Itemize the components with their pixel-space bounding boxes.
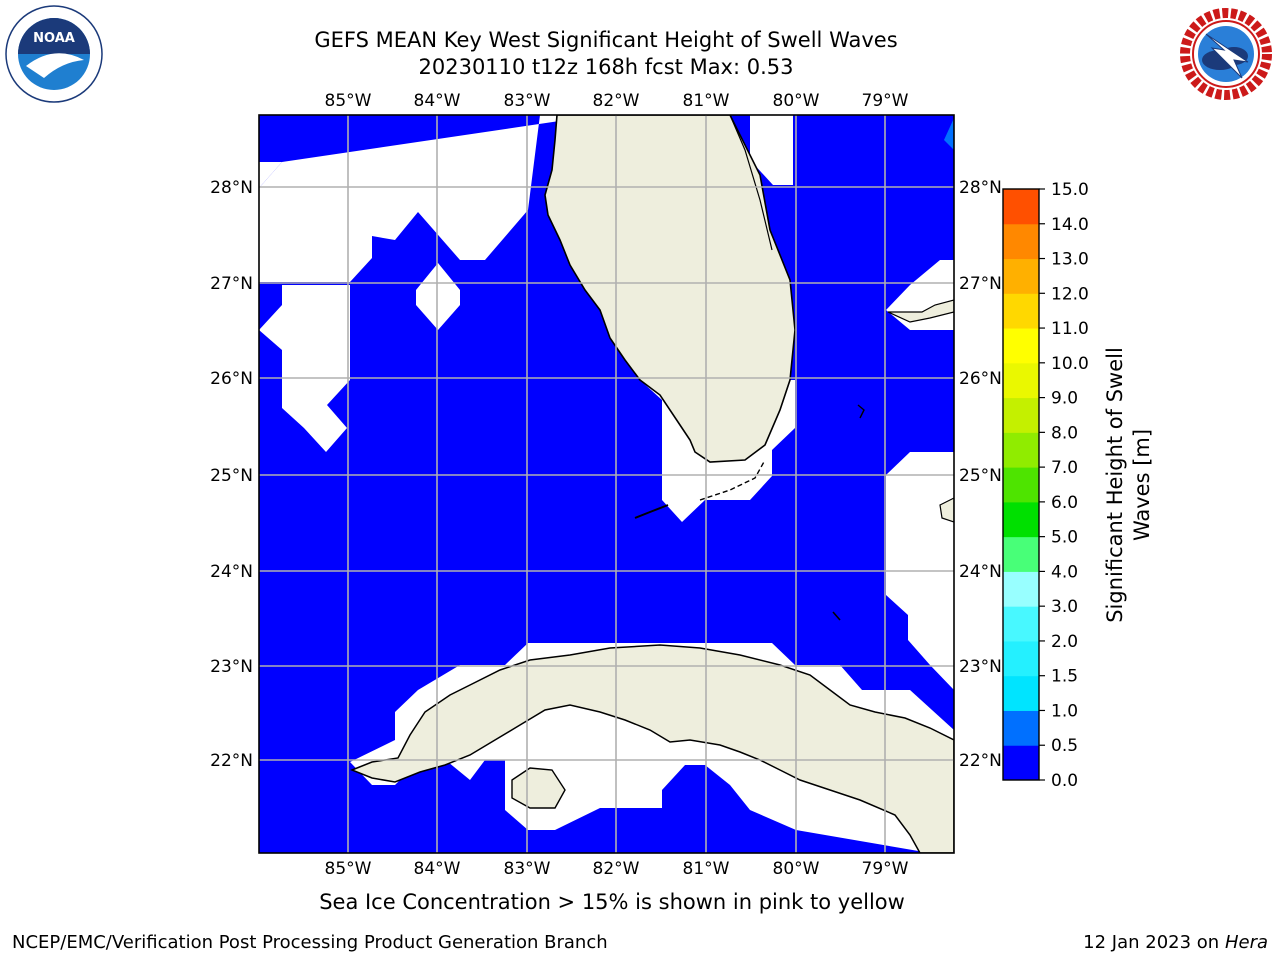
credit-host: Hera — [1224, 932, 1268, 953]
colorbar-swatch — [1003, 223, 1039, 260]
cuba-landmass — [349, 644, 954, 853]
colorbar-ticks: 0.0 0.5 1.0 1.5 2.0 3.0 4.0 5.0 6.0 7.0 8.0 9.0 10.0… — [1039, 180, 1089, 791]
lat-label: 23°N — [959, 657, 1002, 677]
lat-label: 25°N — [959, 466, 1002, 486]
colorbar-swatch — [1003, 432, 1039, 468]
colorbar-tick-label: 12.0 — [1051, 284, 1089, 304]
colorbar-tick-label: 13.0 — [1051, 250, 1089, 270]
colorbar-tick-label: 15.0 — [1051, 180, 1089, 200]
noaa-logo-text: NOAA — [33, 31, 75, 46]
lon-labels-bottom: 85°W 84°W 83°W 82°W 81°W 80°W 79°W — [325, 859, 909, 879]
lon-label: 83°W — [504, 859, 551, 879]
colorbar-swatch — [1003, 258, 1039, 294]
lat-label: 24°N — [959, 562, 1002, 582]
colorbar-tick-label: 9.0 — [1051, 389, 1078, 409]
colorbar-swatch — [1003, 293, 1039, 329]
colorbar-tick-label: 11.0 — [1051, 319, 1089, 339]
lon-label: 82°W — [593, 859, 640, 879]
colorbar-swatch — [1003, 328, 1039, 364]
chart-title: GEFS MEAN Key West Significant Height of… — [314, 28, 898, 52]
colorbar-tick-label: 8.0 — [1051, 423, 1078, 443]
lon-label: 81°W — [683, 91, 730, 111]
colorbar-frame — [1002, 188, 1040, 781]
lat-label: 28°N — [959, 178, 1002, 198]
lat-labels-left: 28°N 27°N 26°N 25°N 24°N 23°N 22°N — [210, 178, 253, 771]
lat-label: 25°N — [210, 466, 253, 486]
colorbar-tick-label: 1.5 — [1051, 667, 1078, 687]
colorbar-swatch — [1003, 675, 1039, 711]
lat-label: 22°N — [210, 751, 253, 771]
colorbar-swatch — [1003, 710, 1039, 746]
colorbar-tick-label: 0.5 — [1051, 736, 1078, 756]
isla-de-la-juventud — [511, 767, 566, 809]
colorbar-tick-label: 0.0 — [1051, 771, 1078, 791]
lon-label: 85°W — [325, 859, 372, 879]
lon-label: 85°W — [325, 91, 372, 111]
colorbar-swatch — [1003, 189, 1039, 225]
colorbar-tick-label: 1.0 — [1051, 701, 1078, 721]
lat-labels-right: 28°N 27°N 26°N 25°N 24°N 23°N 22°N — [959, 178, 1002, 771]
florida-landmass — [544, 115, 796, 463]
colorbar-tick-label: 7.0 — [1051, 458, 1078, 478]
lon-label: 80°W — [773, 859, 820, 879]
lat-label: 28°N — [210, 178, 253, 198]
colorbar-swatch — [1003, 606, 1039, 642]
colorbar-tick-label: 14.0 — [1051, 215, 1089, 235]
colorbar-tick-label: 4.0 — [1051, 562, 1078, 582]
nws-logo — [1178, 6, 1274, 102]
colorbar-swatch — [1003, 536, 1039, 572]
colorbar-tick-label: 3.0 — [1051, 597, 1078, 617]
colorbar-swatch — [1003, 501, 1039, 538]
colorbar-swatch — [1003, 640, 1039, 677]
noaa-logo: NOAA — [5, 5, 103, 103]
colorbar-tick-label: 5.0 — [1051, 528, 1078, 548]
colorbar-swatch — [1003, 571, 1039, 607]
lon-label: 81°W — [683, 859, 730, 879]
colorbar-swatch — [1003, 745, 1039, 781]
credit-date: 12 Jan 2023 on — [1083, 932, 1225, 953]
map-gridlines — [259, 115, 954, 853]
chart-subtitle: 20230110 t12z 168h fcst Max: 0.53 — [418, 55, 794, 79]
lat-label: 22°N — [959, 751, 1002, 771]
lon-label: 82°W — [593, 91, 640, 111]
map-frame — [258, 114, 955, 854]
lat-label: 27°N — [959, 274, 1002, 294]
colorbar-swatch — [1003, 362, 1039, 399]
lat-label: 23°N — [210, 657, 253, 677]
colorbar — [1002, 188, 1040, 781]
lon-label: 80°W — [773, 91, 820, 111]
colorbar-label-line2: Waves [m] — [1130, 429, 1154, 541]
colorbar-tick-label: 2.0 — [1051, 632, 1078, 652]
credit-right: 12 Jan 2023 on Hera — [1083, 932, 1268, 953]
lat-label: 26°N — [959, 369, 1002, 389]
sea-ice-note: Sea Ice Concentration > 15% is shown in … — [319, 890, 905, 914]
colorbar-tick-label: 10.0 — [1051, 354, 1089, 374]
lon-label: 79°W — [862, 859, 909, 879]
colorbar-swatch — [1003, 467, 1039, 503]
lon-label: 79°W — [862, 91, 909, 111]
lon-label: 83°W — [504, 91, 551, 111]
lat-label: 27°N — [210, 274, 253, 294]
colorbar-swatch — [1003, 397, 1039, 433]
colorbar-tick-label: 6.0 — [1051, 493, 1078, 513]
lon-label: 84°W — [414, 859, 461, 879]
lon-label: 84°W — [414, 91, 461, 111]
credit-left: NCEP/EMC/Verification Post Processing Pr… — [12, 932, 608, 953]
colorbar-label-line1: Significant Height of Swell — [1103, 347, 1127, 623]
lat-label: 26°N — [210, 369, 253, 389]
lat-label: 24°N — [210, 562, 253, 582]
lon-labels-top: 85°W 84°W 83°W 82°W 81°W 80°W 79°W — [325, 91, 909, 111]
